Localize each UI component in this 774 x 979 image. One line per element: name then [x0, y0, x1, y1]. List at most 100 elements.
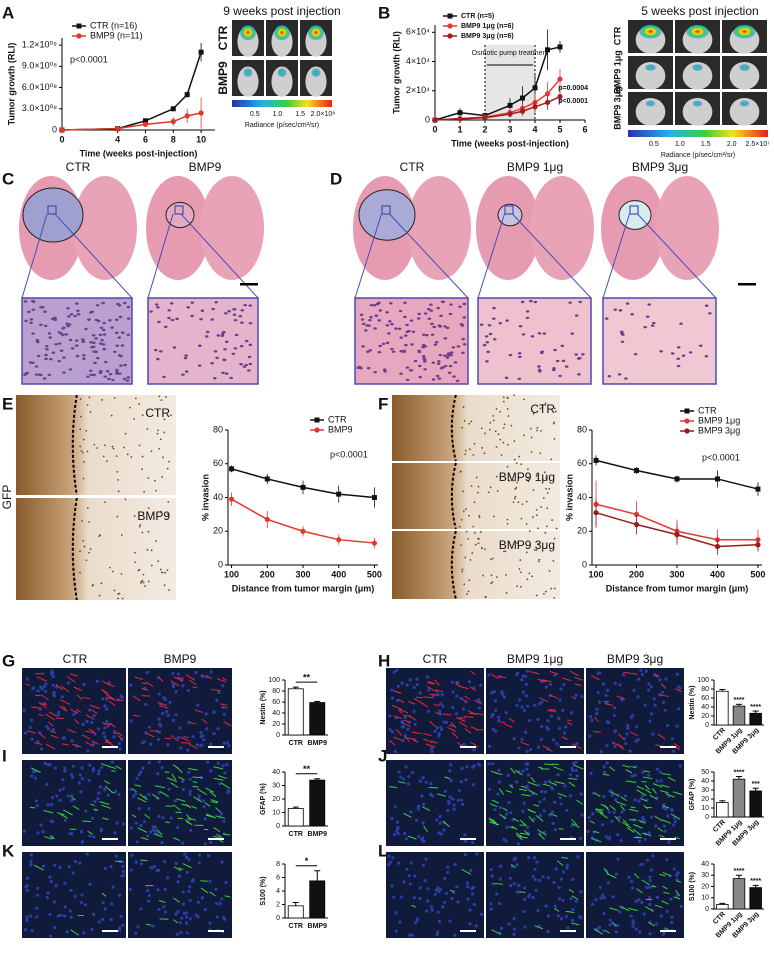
nucleus — [57, 342, 62, 345]
stained-cell — [499, 410, 501, 413]
nucleus — [76, 313, 81, 316]
stained-cell — [536, 426, 539, 429]
nucleus — [368, 318, 372, 322]
stained-cell — [460, 518, 463, 521]
marker-signal — [515, 832, 523, 838]
dapi-nucleus — [388, 714, 392, 718]
image-label: CTR — [612, 26, 622, 45]
nucleus — [462, 302, 467, 306]
marker-signal — [661, 683, 667, 690]
nucleus — [153, 348, 158, 352]
scale-bar — [208, 746, 224, 748]
nucleus — [48, 336, 53, 339]
y-tick-label: 6×10⁴ — [406, 27, 430, 37]
marker-signal — [179, 736, 190, 742]
dapi-nucleus — [410, 933, 414, 937]
dapi-nucleus — [669, 807, 673, 812]
dapi-nucleus — [97, 791, 101, 795]
image-label: BMP9 3μg — [632, 160, 688, 174]
nucleus — [390, 322, 394, 326]
stained-cell — [464, 453, 467, 456]
dapi-nucleus — [492, 690, 496, 694]
marker-signal — [66, 676, 76, 683]
dapi-nucleus — [408, 933, 412, 937]
marker-signal — [205, 787, 215, 793]
nucleus — [397, 327, 402, 330]
dapi-nucleus — [80, 893, 84, 897]
stained-cell — [106, 460, 108, 463]
nucleus — [399, 372, 403, 375]
dapi-nucleus — [118, 747, 122, 751]
dapi-nucleus — [112, 730, 117, 734]
nucleus — [239, 344, 244, 348]
marker-signal — [113, 732, 119, 735]
nucleus — [676, 357, 681, 361]
nucleus — [175, 317, 179, 321]
signal — [638, 24, 663, 39]
dapi-nucleus — [147, 761, 151, 765]
dapi-nucleus — [648, 932, 652, 936]
dapi-nucleus — [90, 816, 95, 820]
nucleus — [486, 350, 490, 354]
marker-signal — [544, 763, 554, 766]
nucleus — [118, 315, 123, 319]
marker-signal — [209, 791, 217, 798]
dapi-nucleus — [601, 823, 605, 827]
dapi-nucleus — [391, 856, 395, 860]
y-axis-label: GFAP (%) — [689, 779, 696, 811]
stained-cell — [83, 545, 86, 548]
nucleus — [119, 364, 123, 367]
y-tick-label: 60 — [213, 458, 223, 468]
nucleus — [210, 318, 215, 321]
nucleus — [518, 325, 523, 328]
y-tick-label: 8 — [276, 861, 280, 868]
stained-cell — [477, 537, 479, 540]
marker-signal — [154, 785, 165, 789]
dapi-nucleus — [220, 897, 224, 901]
marker-signal — [561, 736, 568, 740]
nucleus — [29, 321, 33, 325]
dapi-nucleus — [438, 887, 443, 891]
marker-signal — [633, 873, 640, 879]
marker-signal — [503, 723, 513, 728]
nucleus — [423, 345, 428, 348]
dapi-nucleus — [537, 745, 541, 749]
dapi-nucleus — [649, 815, 654, 819]
nucleus — [424, 334, 429, 337]
nucleus — [698, 344, 703, 347]
marker-signal — [434, 679, 440, 686]
dapi-nucleus — [521, 690, 525, 694]
dapi-nucleus — [62, 914, 67, 918]
dapi-nucleus — [628, 749, 632, 753]
dapi-nucleus — [147, 725, 152, 729]
bar — [749, 887, 762, 910]
nucleus — [479, 323, 484, 326]
dapi-nucleus — [209, 670, 213, 674]
dapi-nucleus — [524, 674, 528, 678]
marker-signal — [101, 804, 111, 809]
marker-signal — [593, 792, 601, 797]
dapi-nucleus — [597, 700, 602, 704]
dapi-nucleus — [670, 915, 674, 919]
dapi-nucleus — [215, 915, 219, 919]
dapi-nucleus — [647, 773, 651, 777]
dapi-nucleus — [438, 814, 442, 819]
dapi-nucleus — [85, 719, 89, 724]
image-label: BMP9 — [137, 509, 170, 523]
stained-cell — [102, 455, 105, 458]
stained-cell — [484, 432, 486, 435]
stained-cell — [533, 548, 536, 551]
dapi-nucleus — [561, 708, 565, 712]
nucleus — [378, 309, 383, 312]
dapi-nucleus — [629, 879, 634, 884]
marker-signal — [204, 802, 211, 807]
marker-signal — [215, 815, 226, 819]
nucleus — [34, 365, 39, 368]
marker-signal — [144, 814, 151, 819]
nucleus — [242, 365, 247, 368]
dapi-nucleus — [421, 821, 425, 825]
bar — [287, 905, 304, 919]
stained-cell — [545, 590, 547, 593]
point — [142, 118, 148, 124]
